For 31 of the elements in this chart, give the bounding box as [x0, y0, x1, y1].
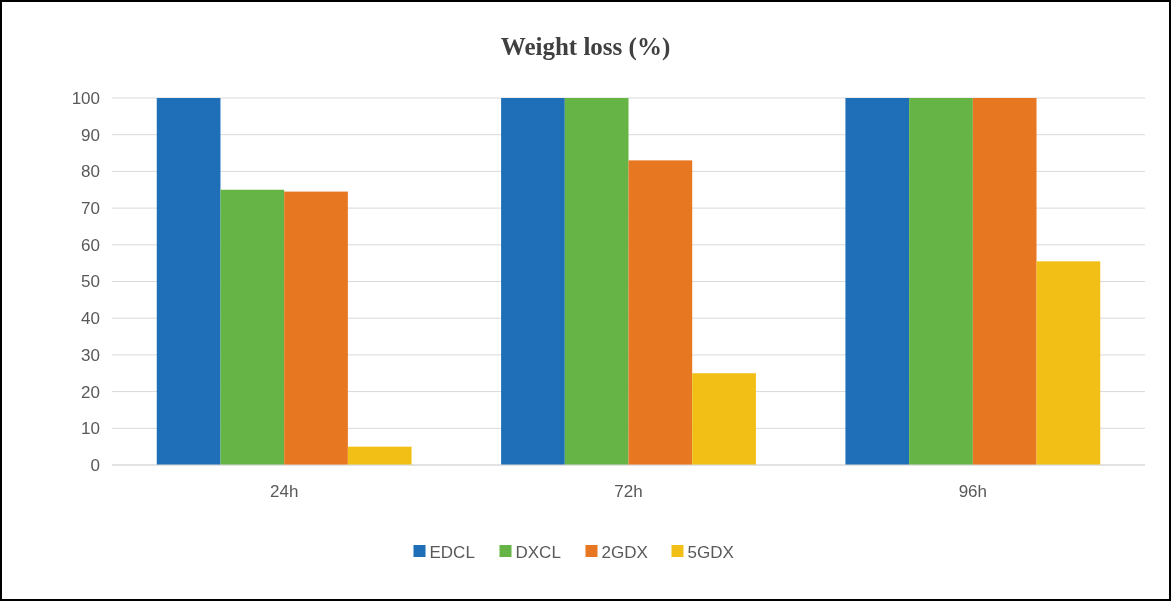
y-tick-label: 100 [71, 88, 100, 108]
chart-title: Weight loss (%) [500, 33, 671, 61]
bar [284, 191, 348, 465]
y-tick-label: 0 [90, 455, 100, 475]
y-tick-label: 70 [81, 199, 100, 219]
x-tick-label: 24h [269, 482, 299, 501]
legend-label: EDCL [429, 542, 475, 562]
bar [692, 373, 756, 465]
bar [1036, 261, 1101, 465]
legend-label: 5GDX [687, 542, 734, 562]
y-tick-label: 90 [81, 125, 100, 145]
bar [564, 98, 629, 465]
bar [501, 98, 565, 465]
bar [220, 189, 285, 465]
x-tick-label: 72h [614, 482, 643, 501]
y-tick-label: 40 [81, 309, 100, 329]
bar [909, 98, 973, 465]
y-tick-label: 10 [81, 419, 100, 439]
y-tick-label: 50 [81, 272, 100, 292]
legend-label: DXCL [515, 542, 561, 562]
bar [347, 446, 412, 465]
bar [972, 98, 1037, 465]
y-tick-label: 20 [81, 382, 100, 402]
bar [156, 98, 221, 465]
y-tick-label: 60 [81, 235, 100, 255]
legend-label: 2GDX [601, 542, 648, 562]
bar [628, 160, 693, 465]
y-tick-label: 80 [81, 162, 100, 182]
x-tick-label: 96h [958, 482, 988, 501]
bar [845, 98, 910, 465]
y-tick-label: 30 [81, 345, 100, 365]
